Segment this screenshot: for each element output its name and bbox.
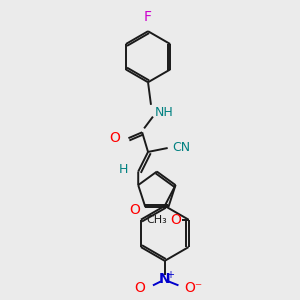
- Text: CH₃: CH₃: [146, 214, 167, 225]
- Text: O: O: [130, 203, 140, 217]
- Text: H: H: [119, 163, 128, 176]
- Text: +: +: [166, 270, 174, 280]
- Text: NH: NH: [155, 106, 174, 119]
- Text: O: O: [134, 281, 145, 295]
- Text: CN: CN: [172, 140, 191, 154]
- Text: O: O: [110, 131, 121, 145]
- Text: N: N: [159, 272, 170, 286]
- Text: F: F: [144, 11, 152, 24]
- Text: O: O: [170, 213, 181, 226]
- Text: O⁻: O⁻: [184, 281, 202, 295]
